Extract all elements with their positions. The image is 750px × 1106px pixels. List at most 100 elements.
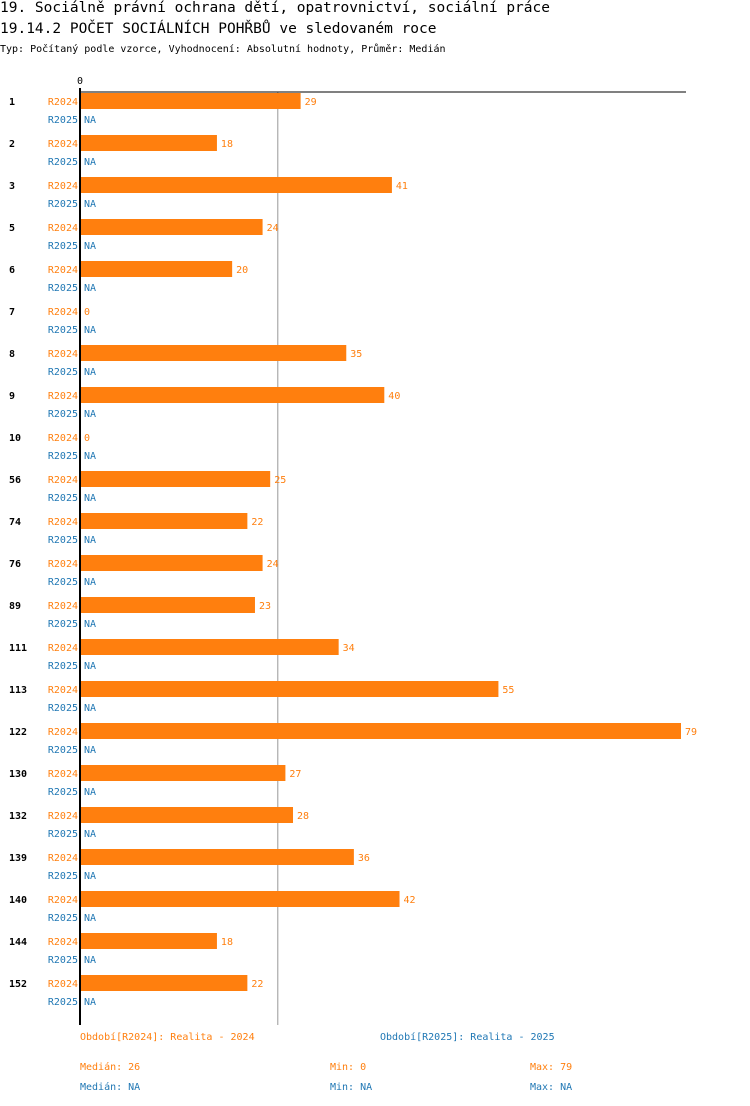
series-label: R2025 [48,745,78,756]
series-label: R2024 [48,391,78,402]
series-label: R2025 [48,325,78,336]
data-label: 0 [84,433,90,444]
data-label: 41 [396,181,408,192]
series-label: R2024 [48,811,78,822]
series-label: R2024 [48,853,78,864]
series-label: R2025 [48,157,78,168]
category-label: 152 [9,979,27,990]
data-label: 79 [685,727,697,738]
series-label: R2024 [48,517,78,528]
data-label: 27 [289,769,301,780]
series-label: R2025 [48,997,78,1008]
series-label: R2025 [48,787,78,798]
category-label: 76 [9,559,21,570]
data-label: NA [84,997,96,1008]
series-label: R2024 [48,139,78,150]
data-label: NA [84,115,96,126]
series-label: R2025 [48,241,78,252]
data-label: 24 [267,559,279,570]
data-label: 42 [404,895,416,906]
series-label: R2024 [48,223,78,234]
category-label: 9 [9,391,15,402]
data-label: NA [84,955,96,966]
series-label: R2025 [48,115,78,126]
data-label: 0 [84,307,90,318]
bar-r2024 [80,723,681,739]
r2025-median: Medián: NA [80,1082,141,1093]
data-label: NA [84,787,96,798]
series-label: R2024 [48,895,78,906]
legend-r2024: Období[R2024]: Realita - 2024 [80,1032,255,1043]
bar-r2024 [80,345,347,361]
bar-r2024 [80,933,217,949]
series-label: R2024 [48,181,78,192]
series-label: R2025 [48,661,78,672]
r2025-min: Min: NA [330,1082,373,1093]
data-label: NA [84,241,96,252]
series-label: R2025 [48,703,78,714]
series-label: R2024 [48,475,78,486]
series-label: R2024 [48,643,78,654]
series-label: R2025 [48,409,78,420]
data-label: 18 [221,139,233,150]
data-label: NA [84,367,96,378]
data-label: NA [84,199,96,210]
r2024-max: Max: 79 [530,1062,573,1073]
category-label: 56 [9,475,21,486]
series-label: R2024 [48,559,78,570]
series-label: R2024 [48,601,78,612]
chart-description: Typ: Počítaný podle vzorce, Vyhodnocení:… [0,44,446,55]
category-label: 7 [9,307,15,318]
data-label: NA [84,871,96,882]
category-label: 132 [9,811,27,822]
data-label: NA [84,745,96,756]
r2024-median: Medián: 26 [80,1062,141,1073]
bar-r2024 [80,765,286,781]
data-label: 22 [251,979,263,990]
data-label: NA [84,493,96,504]
bar-r2024 [80,177,392,193]
category-label: 122 [9,727,27,738]
data-label: NA [84,451,96,462]
series-label: R2025 [48,493,78,504]
data-label: NA [84,829,96,840]
series-label: R2024 [48,769,78,780]
category-label: 89 [9,601,21,612]
bar-r2024 [80,681,499,697]
series-label: R2025 [48,619,78,630]
category-label: 3 [9,181,15,192]
series-label: R2024 [48,937,78,948]
series-label: R2024 [48,349,78,360]
data-label: NA [84,913,96,924]
series-label: R2025 [48,577,78,588]
series-label: R2024 [48,265,78,276]
series-label: R2024 [48,727,78,738]
bar-r2024 [80,261,233,277]
data-label: 40 [388,391,400,402]
series-label: R2025 [48,955,78,966]
data-label: NA [84,325,96,336]
data-label: 22 [251,517,263,528]
data-label: 36 [358,853,370,864]
r2024-min: Min: 0 [330,1062,367,1073]
bar-r2024 [80,93,301,109]
category-label: 5 [9,223,15,234]
series-label: R2024 [48,685,78,696]
series-label: R2025 [48,871,78,882]
data-label: 20 [236,265,248,276]
chart-subtitle-indicator: 19.14.2 POČET SOCIÁLNÍCH POHŘBŮ ve sledo… [0,21,437,37]
category-label: 1 [9,97,15,108]
category-label: 113 [9,685,27,696]
category-label: 10 [9,433,21,444]
series-label: R2025 [48,283,78,294]
data-label: 24 [267,223,279,234]
bar-r2024 [80,639,339,655]
chart-title: 19. Sociálně právní ochrana dětí, opatro… [0,0,550,16]
legend-r2025: Období[R2025]: Realita - 2025 [380,1032,555,1043]
bar-r2024 [80,975,248,991]
bar-r2024 [80,597,255,613]
data-label: 25 [274,475,286,486]
series-label: R2025 [48,199,78,210]
series-label: R2024 [48,307,78,318]
